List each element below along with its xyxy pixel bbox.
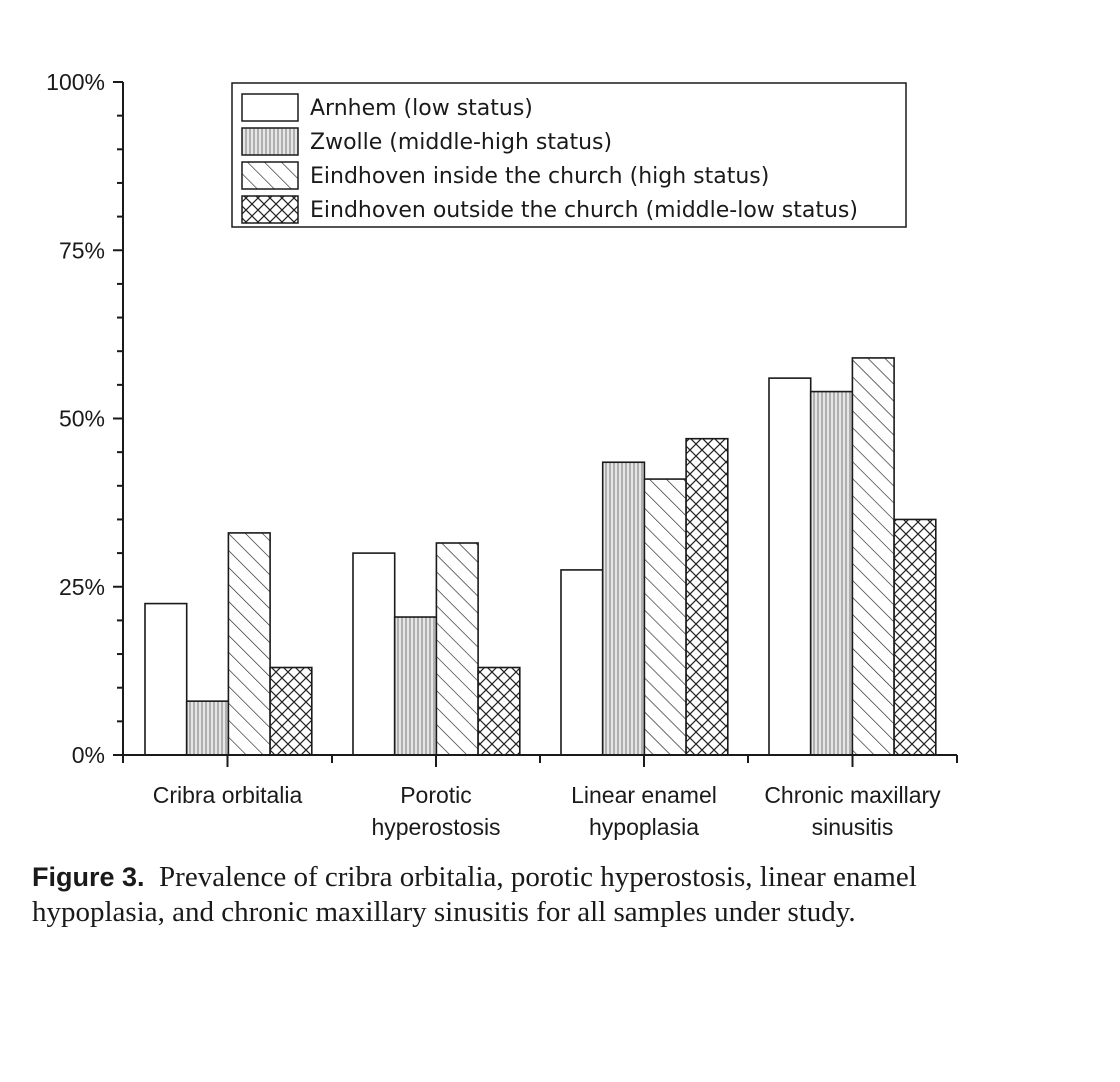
x-tick-label: Porotic (400, 782, 472, 808)
bar-3-3 (643, 478, 687, 756)
legend-swatch (241, 195, 299, 224)
bar-3-1 (227, 532, 271, 756)
x-tick-label: hypoplasia (589, 814, 699, 840)
bar-2-3 (601, 461, 646, 756)
y-tick-label: 75% (59, 237, 105, 263)
legend-box (231, 82, 907, 228)
x-tick-label: Linear enamel (571, 782, 717, 808)
y-tick-label: 100% (46, 69, 105, 95)
legend-label: Arnhem (low status) (310, 96, 533, 121)
y-tick-label: 50% (59, 406, 105, 432)
bar-3-2 (435, 542, 479, 756)
legend-swatch (241, 93, 299, 122)
bar-1-1 (144, 602, 188, 756)
legend-label: Eindhoven outside the church (middle-low… (310, 198, 858, 223)
bar-4-3 (685, 437, 729, 756)
bar-2-4 (809, 390, 854, 756)
bar-4-1 (269, 666, 313, 756)
bar-4-2 (477, 666, 521, 756)
legend-swatch (241, 161, 299, 190)
x-tick-label: Chronic maxillary (764, 782, 941, 808)
figure-caption: Figure 3. Prevalence of cribra orbitalia… (32, 860, 932, 930)
x-tick-label: Cribra orbitalia (153, 782, 303, 808)
axes-group: 0% 25% 50% 75% 100% Cribra orbitalia Porotic hy… (46, 69, 958, 840)
legend: Arnhem (low status) Zwolle (middle-high s… (231, 82, 907, 228)
x-tick-label: hyperostosis (371, 814, 500, 840)
bar-2-2 (393, 616, 438, 756)
bars-group (144, 357, 937, 756)
bar-chart: Arnhem (low status) Zwolle (middle-high s… (46, 69, 958, 840)
bar-1-2 (352, 552, 396, 756)
y-tick-label: 25% (59, 574, 105, 600)
caption-label: Figure 3. (32, 862, 145, 892)
x-tick-label: sinusitis (812, 814, 894, 840)
bar-2-1 (185, 700, 230, 756)
y-tick-label: 0% (72, 742, 105, 768)
bar-1-3 (560, 569, 604, 756)
caption-text: Prevalence of cribra orbitalia, porotic … (32, 861, 917, 928)
legend-label: Eindhoven inside the church (high status… (310, 164, 769, 189)
bar-4-4 (893, 518, 937, 756)
bar-3-4 (851, 357, 895, 756)
legend-label: Zwolle (middle-high status) (310, 130, 612, 155)
bar-1-4 (768, 377, 812, 756)
legend-swatch (241, 127, 299, 156)
